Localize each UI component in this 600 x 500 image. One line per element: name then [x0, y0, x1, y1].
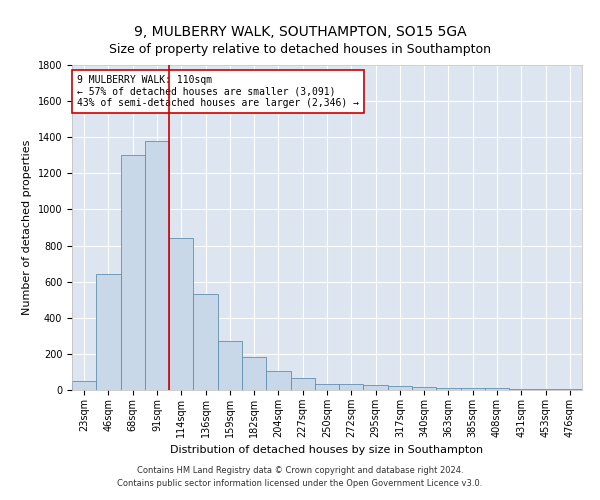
Text: 9 MULBERRY WALK: 110sqm
← 57% of detached houses are smaller (3,091)
43% of semi: 9 MULBERRY WALK: 110sqm ← 57% of detache… — [77, 74, 359, 108]
Bar — [242, 356, 266, 390]
Bar — [145, 141, 169, 390]
Y-axis label: Number of detached properties: Number of detached properties — [22, 140, 32, 315]
Bar — [96, 274, 121, 390]
Bar — [388, 386, 412, 390]
Text: Contains HM Land Registry data © Crown copyright and database right 2024.
Contai: Contains HM Land Registry data © Crown c… — [118, 466, 482, 487]
Bar — [290, 378, 315, 390]
Bar — [509, 389, 533, 390]
Bar — [266, 371, 290, 390]
Bar — [339, 384, 364, 390]
Bar — [121, 156, 145, 390]
Bar — [169, 238, 193, 390]
Text: 9, MULBERRY WALK, SOUTHAMPTON, SO15 5GA: 9, MULBERRY WALK, SOUTHAMPTON, SO15 5GA — [134, 25, 466, 39]
Bar — [315, 384, 339, 390]
Bar — [533, 389, 558, 390]
Text: Size of property relative to detached houses in Southampton: Size of property relative to detached ho… — [109, 42, 491, 56]
Bar — [485, 388, 509, 390]
Bar — [72, 381, 96, 390]
Bar — [218, 341, 242, 390]
Bar — [436, 388, 461, 390]
Bar — [412, 388, 436, 390]
Bar — [364, 384, 388, 390]
Bar — [193, 294, 218, 390]
Bar — [461, 388, 485, 390]
X-axis label: Distribution of detached houses by size in Southampton: Distribution of detached houses by size … — [170, 446, 484, 456]
Bar — [558, 389, 582, 390]
